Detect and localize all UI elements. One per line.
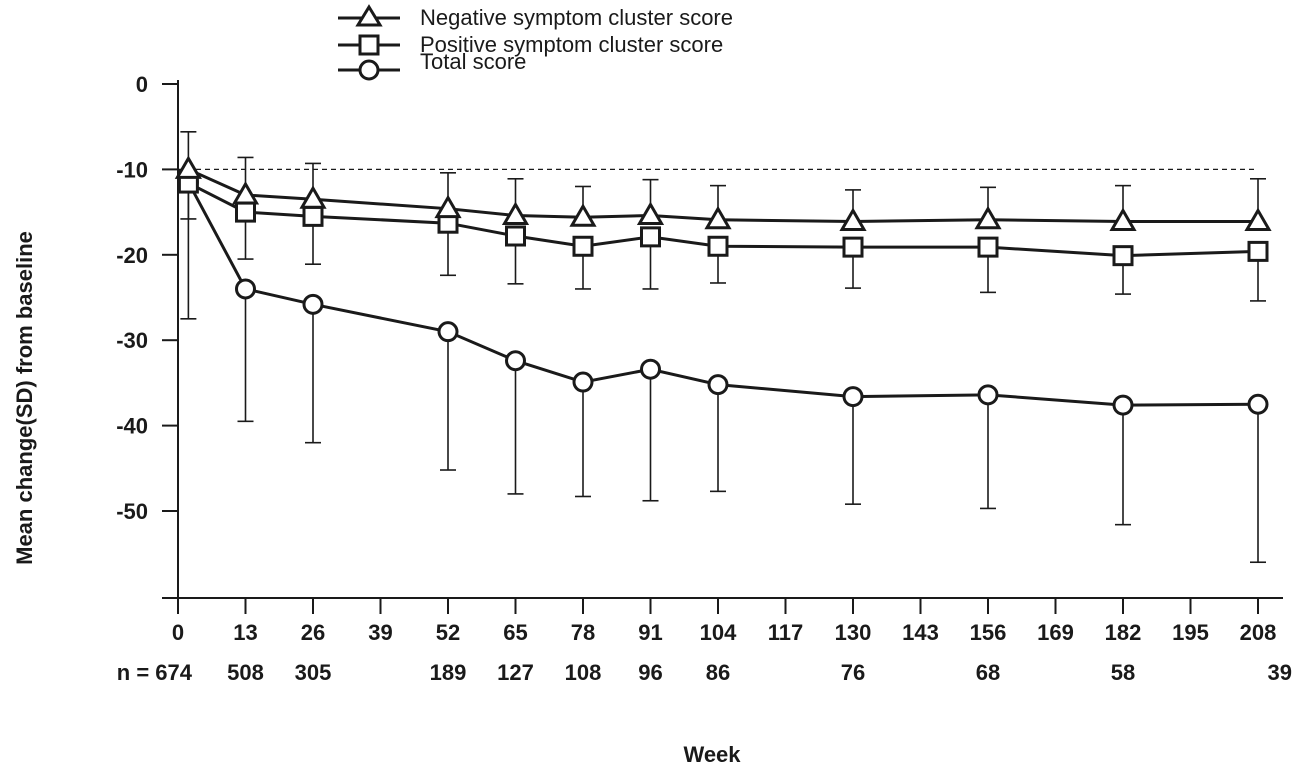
x-tick-label: 26 [301, 620, 325, 645]
data-point-circle [437, 321, 459, 343]
y-tick-label: -30 [116, 328, 148, 353]
x-tick-label: 195 [1172, 620, 1209, 645]
x-tick-label: 78 [571, 620, 595, 645]
x-tick-label: 91 [638, 620, 662, 645]
n-row: n = 674 508 305 189 127 108 96 86 76 68 58 39 [117, 660, 1292, 685]
x-tick-label: 208 [1240, 620, 1277, 645]
x-tick-label: 169 [1037, 620, 1074, 645]
legend-label-negative: Negative symptom cluster score [420, 5, 733, 30]
legend-entry-negative: Negative symptom cluster score [338, 4, 733, 30]
legend-entry-positive: Positive symptom cluster score [338, 32, 723, 57]
data-point-triangle [636, 201, 665, 226]
data-point-triangle [231, 181, 260, 205]
data-point-triangle [501, 201, 530, 226]
n-label: 39 [1268, 660, 1292, 685]
y-tick-label: 0 [136, 72, 148, 97]
data-point-circle [572, 371, 594, 393]
legend-label-positive: Positive symptom cluster score [420, 32, 723, 57]
y-ticks: 0 -10 -20 -30 -40 -50 [116, 72, 178, 524]
n-label: 76 [841, 660, 865, 685]
data-point-circle [1247, 393, 1269, 415]
data-point-triangle [1244, 207, 1272, 231]
n-label: 96 [638, 660, 662, 685]
data-point-triangle [174, 155, 202, 179]
data-point-circle [842, 386, 864, 408]
x-tick-label: 117 [768, 620, 804, 645]
data-point-circle [707, 374, 729, 396]
data-point-circle [1112, 394, 1134, 416]
x-tick-label: 13 [233, 620, 257, 645]
x-axis-title: Week [683, 742, 741, 767]
n-label: 508 [227, 660, 264, 685]
data-point-square [1112, 245, 1134, 267]
y-tick-label: -40 [116, 414, 148, 439]
series-layer [174, 131, 1272, 564]
data-point-square [707, 235, 729, 257]
y-tick-label: -50 [116, 499, 148, 524]
circle-marker-icon [358, 59, 380, 81]
series-circle [176, 170, 1269, 564]
triangle-marker-icon [355, 4, 383, 27]
legend: Negative symptom cluster score Positive … [338, 4, 733, 81]
axes [162, 80, 1283, 599]
data-point-square [842, 236, 864, 258]
data-point-square [505, 225, 526, 247]
data-point-circle [505, 350, 526, 372]
x-tick-label: 104 [700, 620, 737, 645]
data-point-triangle [299, 185, 327, 209]
x-tick-label: 0 [172, 620, 184, 645]
x-tick-label: 156 [970, 620, 1007, 645]
x-ticks: 0 13 26 39 52 65 78 91 104 117 130 143 156 169 182 195 2… [172, 598, 1276, 645]
n-label: 86 [706, 660, 730, 685]
n-label: 305 [295, 660, 332, 685]
data-point-square [302, 205, 324, 227]
x-tick-label: 130 [835, 620, 872, 645]
series-triangle [174, 131, 1272, 231]
data-point-triangle [434, 194, 462, 219]
y-axis-title: Mean change(SD) from baseline [12, 231, 37, 565]
x-tick-label: 182 [1105, 620, 1142, 645]
x-tick-label: 143 [902, 620, 939, 645]
legend-entry-total: Total score [338, 49, 526, 81]
data-point-circle [640, 358, 661, 380]
data-point-triangle [839, 207, 867, 231]
n-label: n = 674 [117, 660, 193, 685]
data-point-circle [302, 293, 324, 315]
n-label: 189 [430, 660, 467, 685]
data-point-triangle [569, 203, 597, 227]
n-label: 58 [1111, 660, 1135, 685]
x-tick-label: 39 [368, 620, 392, 645]
data-point-triangle [704, 205, 732, 230]
square-marker-icon [358, 34, 380, 56]
n-label: 108 [565, 660, 602, 685]
x-tick-label: 65 [503, 620, 527, 645]
n-label: 127 [497, 660, 534, 685]
data-point-triangle [1109, 207, 1137, 231]
data-point-triangle [974, 205, 1002, 230]
data-point-circle [235, 278, 256, 300]
n-label: 68 [976, 660, 1000, 685]
data-point-circle [977, 384, 999, 406]
data-point-square [235, 201, 256, 223]
y-tick-label: -20 [116, 243, 148, 268]
x-tick-label: 52 [436, 620, 460, 645]
legend-label-total: Total score [420, 49, 526, 74]
y-tick-label: -10 [116, 157, 148, 182]
series-square [176, 170, 1269, 302]
data-point-square [572, 235, 594, 257]
data-point-square [977, 236, 999, 258]
data-point-square [640, 226, 661, 248]
data-point-square [1247, 240, 1269, 262]
